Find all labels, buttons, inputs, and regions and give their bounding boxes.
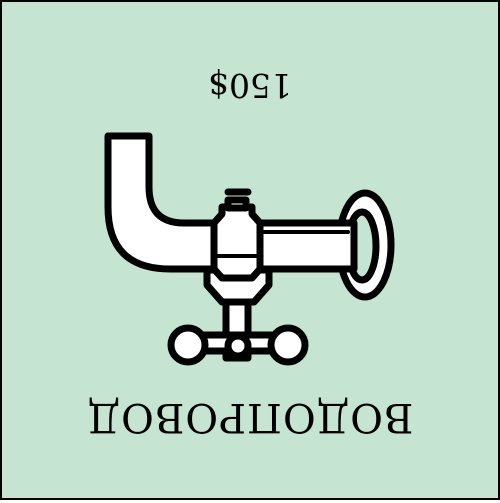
card-text-layer: ВОДОПРОВОД 150$ (2, 2, 498, 498)
valve-cap (224, 196, 250, 212)
handle-knob-center (224, 332, 252, 360)
handle-knob-right (267, 324, 309, 366)
water-faucet-icon (104, 132, 395, 366)
pipe-body (104, 132, 358, 273)
faucet-illustration (2, 2, 498, 498)
handle-knob-left (167, 324, 209, 366)
valve-collar (210, 203, 264, 282)
property-price: 150$ (208, 66, 292, 105)
property-name: ВОДОПРОВОД (86, 394, 414, 440)
